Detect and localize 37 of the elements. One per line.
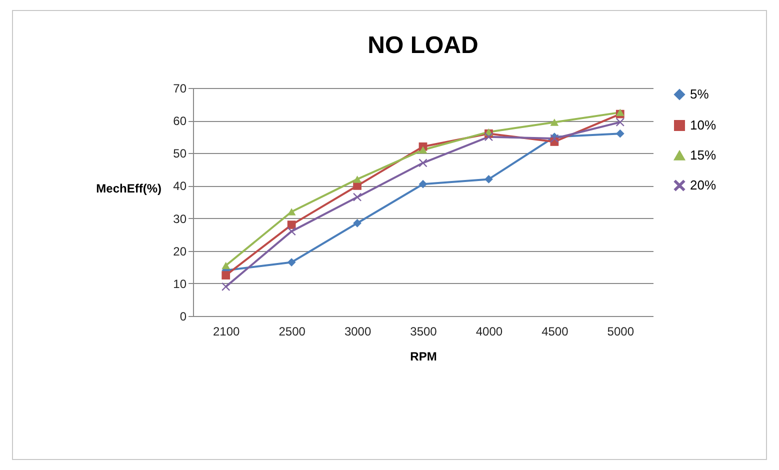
point (287, 220, 296, 229)
point (222, 282, 230, 291)
x-tick-label: 2100 (213, 324, 240, 338)
point (353, 176, 362, 183)
point (287, 258, 296, 266)
legend-label: 15% (690, 148, 716, 162)
y-tick-label: 30 (173, 212, 187, 226)
x-tick-label: 3000 (344, 324, 372, 338)
y-tick-label: 0 (180, 310, 187, 324)
y-tick-label: 10 (173, 276, 187, 291)
chart-title: NO LOAD (368, 32, 478, 59)
y-axis-title: MechEff(%) (96, 182, 162, 196)
x-tick-label: 4000 (476, 324, 503, 338)
y-tick-label: 70 (173, 82, 187, 96)
x-tick-label: 2500 (278, 324, 306, 338)
point (616, 129, 624, 138)
legend-label: 10% (690, 118, 716, 132)
y-tick-label: 50 (173, 146, 187, 161)
x-axis-title: RPM (410, 350, 437, 364)
legend-label: 5% (690, 86, 710, 102)
x-tick-label: 4500 (542, 324, 569, 338)
point (353, 218, 362, 228)
point (287, 227, 296, 236)
y-tick-label: 40 (173, 179, 187, 194)
point (222, 271, 230, 280)
y-tick-label: 20 (173, 244, 187, 258)
point (418, 158, 428, 168)
x-tick-label: 3500 (410, 324, 438, 338)
point (484, 175, 493, 184)
point (222, 262, 230, 270)
point (418, 180, 428, 188)
x-tick-label: 5000 (607, 324, 634, 338)
legend-label: 20% (690, 178, 716, 192)
y-tick-label: 60 (173, 114, 187, 128)
point (418, 146, 428, 154)
point (550, 118, 559, 126)
point (353, 192, 362, 202)
